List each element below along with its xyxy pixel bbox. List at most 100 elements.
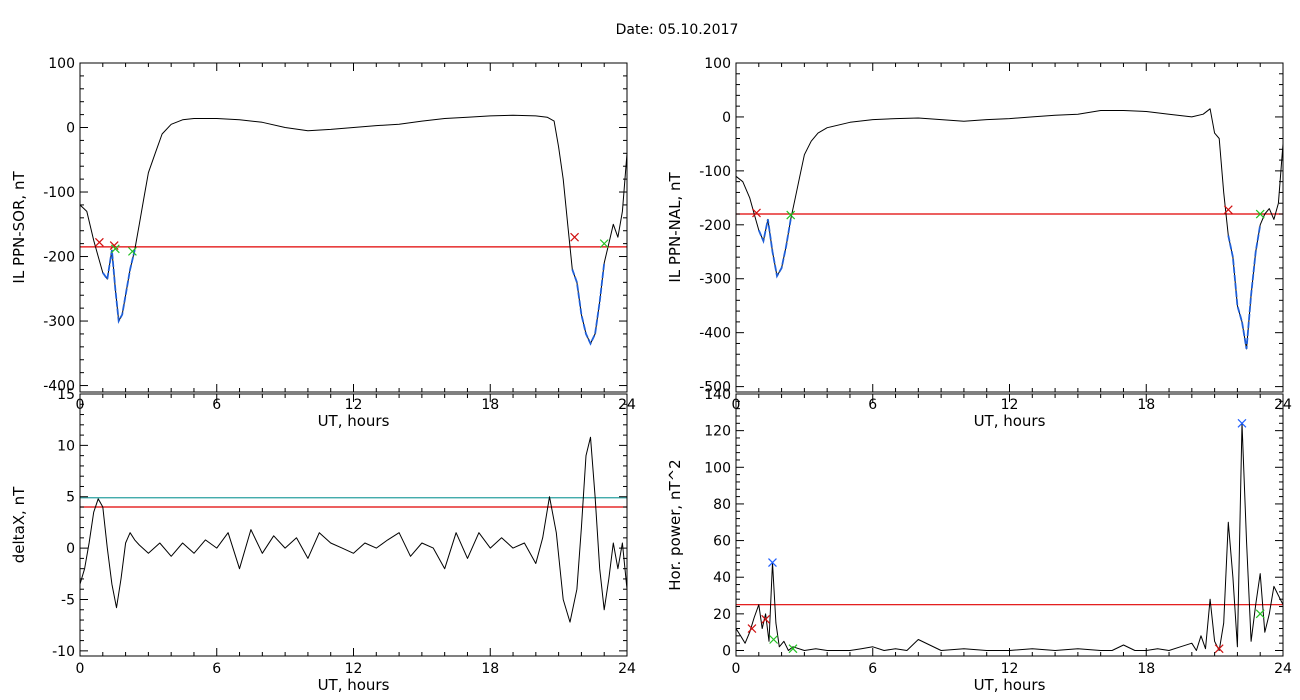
cross-marker-stroke bbox=[761, 614, 771, 624]
x-tick-label: 12 bbox=[1001, 397, 1019, 413]
plot-frame bbox=[79, 62, 628, 393]
cross-marker bbox=[786, 210, 796, 220]
y-tick-label: 100 bbox=[48, 56, 75, 72]
y-tick-label: -400 bbox=[699, 326, 731, 342]
x-axis-label: UT, hours bbox=[974, 412, 1046, 430]
cross-marker bbox=[570, 232, 580, 242]
cross-marker bbox=[1255, 609, 1265, 619]
x-tick-label: 18 bbox=[481, 397, 499, 413]
y-tick-label: -5 bbox=[61, 592, 75, 608]
series-line bbox=[736, 422, 1283, 651]
y-axis-label: Hor. power, nT^2 bbox=[666, 459, 684, 590]
y-tick-label: 60 bbox=[713, 534, 731, 550]
x-tick-label: 18 bbox=[481, 661, 499, 677]
x-tick-label: 18 bbox=[1137, 397, 1155, 413]
x-tick-label: 0 bbox=[732, 661, 741, 677]
y-tick-label: 5 bbox=[66, 490, 75, 506]
cross-marker bbox=[110, 244, 120, 254]
cross-marker bbox=[747, 624, 757, 633]
plot-frame bbox=[735, 62, 1284, 393]
cross-marker-stroke bbox=[788, 644, 798, 654]
y-tick-label: 80 bbox=[713, 497, 731, 513]
y-tick-label: 15 bbox=[57, 387, 75, 403]
y-tick-label: -100 bbox=[699, 164, 731, 180]
panel-hor-power: 0 6 12 18 24 140 120 100 80 60 40 20 0 UT, hours Hor. … bbox=[666, 387, 1292, 694]
y-tick-label: -10 bbox=[52, 644, 75, 660]
x-tick-label: 18 bbox=[1137, 661, 1155, 677]
cross-marker-stroke bbox=[570, 232, 580, 242]
y-tick-label: -300 bbox=[43, 314, 75, 330]
cross-marker-stroke bbox=[786, 210, 796, 220]
cross-marker-stroke bbox=[752, 208, 761, 218]
date-title: Date: 05.10.2017 bbox=[616, 22, 739, 38]
cross-marker-stroke bbox=[1255, 609, 1265, 619]
x-tick-label: 24 bbox=[618, 661, 636, 677]
cross-marker-stroke bbox=[109, 241, 119, 250]
y-axis-label: IL PPN-SOR, nT bbox=[10, 171, 28, 284]
cross-marker bbox=[1223, 205, 1233, 215]
series-line bbox=[80, 436, 627, 623]
x-axis-label: UT, hours bbox=[974, 676, 1046, 694]
y-tick-label: 40 bbox=[713, 570, 731, 586]
cross-marker-stroke bbox=[127, 246, 137, 256]
cross-marker bbox=[94, 237, 104, 247]
cross-marker-stroke bbox=[747, 624, 757, 633]
y-tick-label: 10 bbox=[57, 438, 75, 454]
cross-marker bbox=[109, 241, 119, 250]
cross-marker bbox=[769, 635, 779, 644]
panel-deltax: 0 6 12 18 24 15 10 5 0 -5 -10 UT, hours deltaX, nT bbox=[10, 387, 636, 694]
cross-marker-stroke bbox=[1237, 418, 1247, 428]
cross-marker bbox=[761, 614, 771, 624]
x-tick-label: 6 bbox=[212, 661, 221, 677]
y-tick-label: 0 bbox=[722, 644, 731, 660]
cross-marker-stroke bbox=[599, 239, 609, 249]
y-tick-label: 20 bbox=[713, 607, 731, 623]
cross-marker bbox=[752, 208, 761, 218]
y-tick-label: -300 bbox=[699, 272, 731, 288]
y-tick-label: 100 bbox=[704, 460, 731, 476]
y-axis-label: IL PPN-NAL, nT bbox=[666, 172, 684, 283]
y-axis-label: deltaX, nT bbox=[10, 486, 28, 563]
cross-marker bbox=[1214, 644, 1224, 654]
y-tick-label: 0 bbox=[722, 110, 731, 126]
cross-marker bbox=[1255, 209, 1265, 219]
cross-marker-stroke bbox=[1214, 644, 1224, 654]
y-tick-label: -400 bbox=[43, 379, 75, 395]
x-axis-label: UT, hours bbox=[318, 676, 390, 694]
cross-marker bbox=[768, 558, 777, 567]
y-tick-label: 0 bbox=[66, 121, 75, 137]
y-tick-label: -500 bbox=[699, 380, 731, 396]
highlight-segment bbox=[1227, 224, 1262, 350]
x-tick-label: 24 bbox=[1274, 661, 1292, 677]
x-tick-label: 12 bbox=[1001, 661, 1019, 677]
x-tick-label: 12 bbox=[345, 661, 363, 677]
x-tick-label: 0 bbox=[76, 661, 85, 677]
highlight-segment bbox=[571, 262, 606, 346]
x-tick-label: 6 bbox=[868, 661, 877, 677]
plot-frame bbox=[735, 393, 1284, 657]
y-tick-label: -200 bbox=[43, 250, 75, 266]
x-tick-label: 12 bbox=[345, 397, 363, 413]
cross-marker-stroke bbox=[1255, 209, 1265, 219]
x-tick-label: 6 bbox=[212, 397, 221, 413]
cross-marker-stroke bbox=[769, 635, 779, 644]
cross-marker-stroke bbox=[94, 237, 104, 247]
y-tick-label: 100 bbox=[704, 56, 731, 72]
highlight-segment bbox=[757, 219, 792, 279]
y-tick-label: 120 bbox=[704, 424, 731, 440]
cross-marker bbox=[788, 644, 798, 654]
cross-marker-stroke bbox=[1223, 205, 1233, 215]
y-tick-label: 0 bbox=[66, 541, 75, 557]
y-tick-label: -200 bbox=[699, 218, 731, 234]
series-line bbox=[736, 108, 1283, 350]
y-tick-label: 140 bbox=[704, 387, 731, 403]
cross-marker bbox=[599, 239, 609, 249]
highlight-segment bbox=[102, 249, 136, 324]
series-line bbox=[80, 114, 627, 345]
x-axis-label: UT, hours bbox=[318, 412, 390, 430]
x-tick-label: 6 bbox=[868, 397, 877, 413]
cross-marker bbox=[127, 246, 137, 256]
